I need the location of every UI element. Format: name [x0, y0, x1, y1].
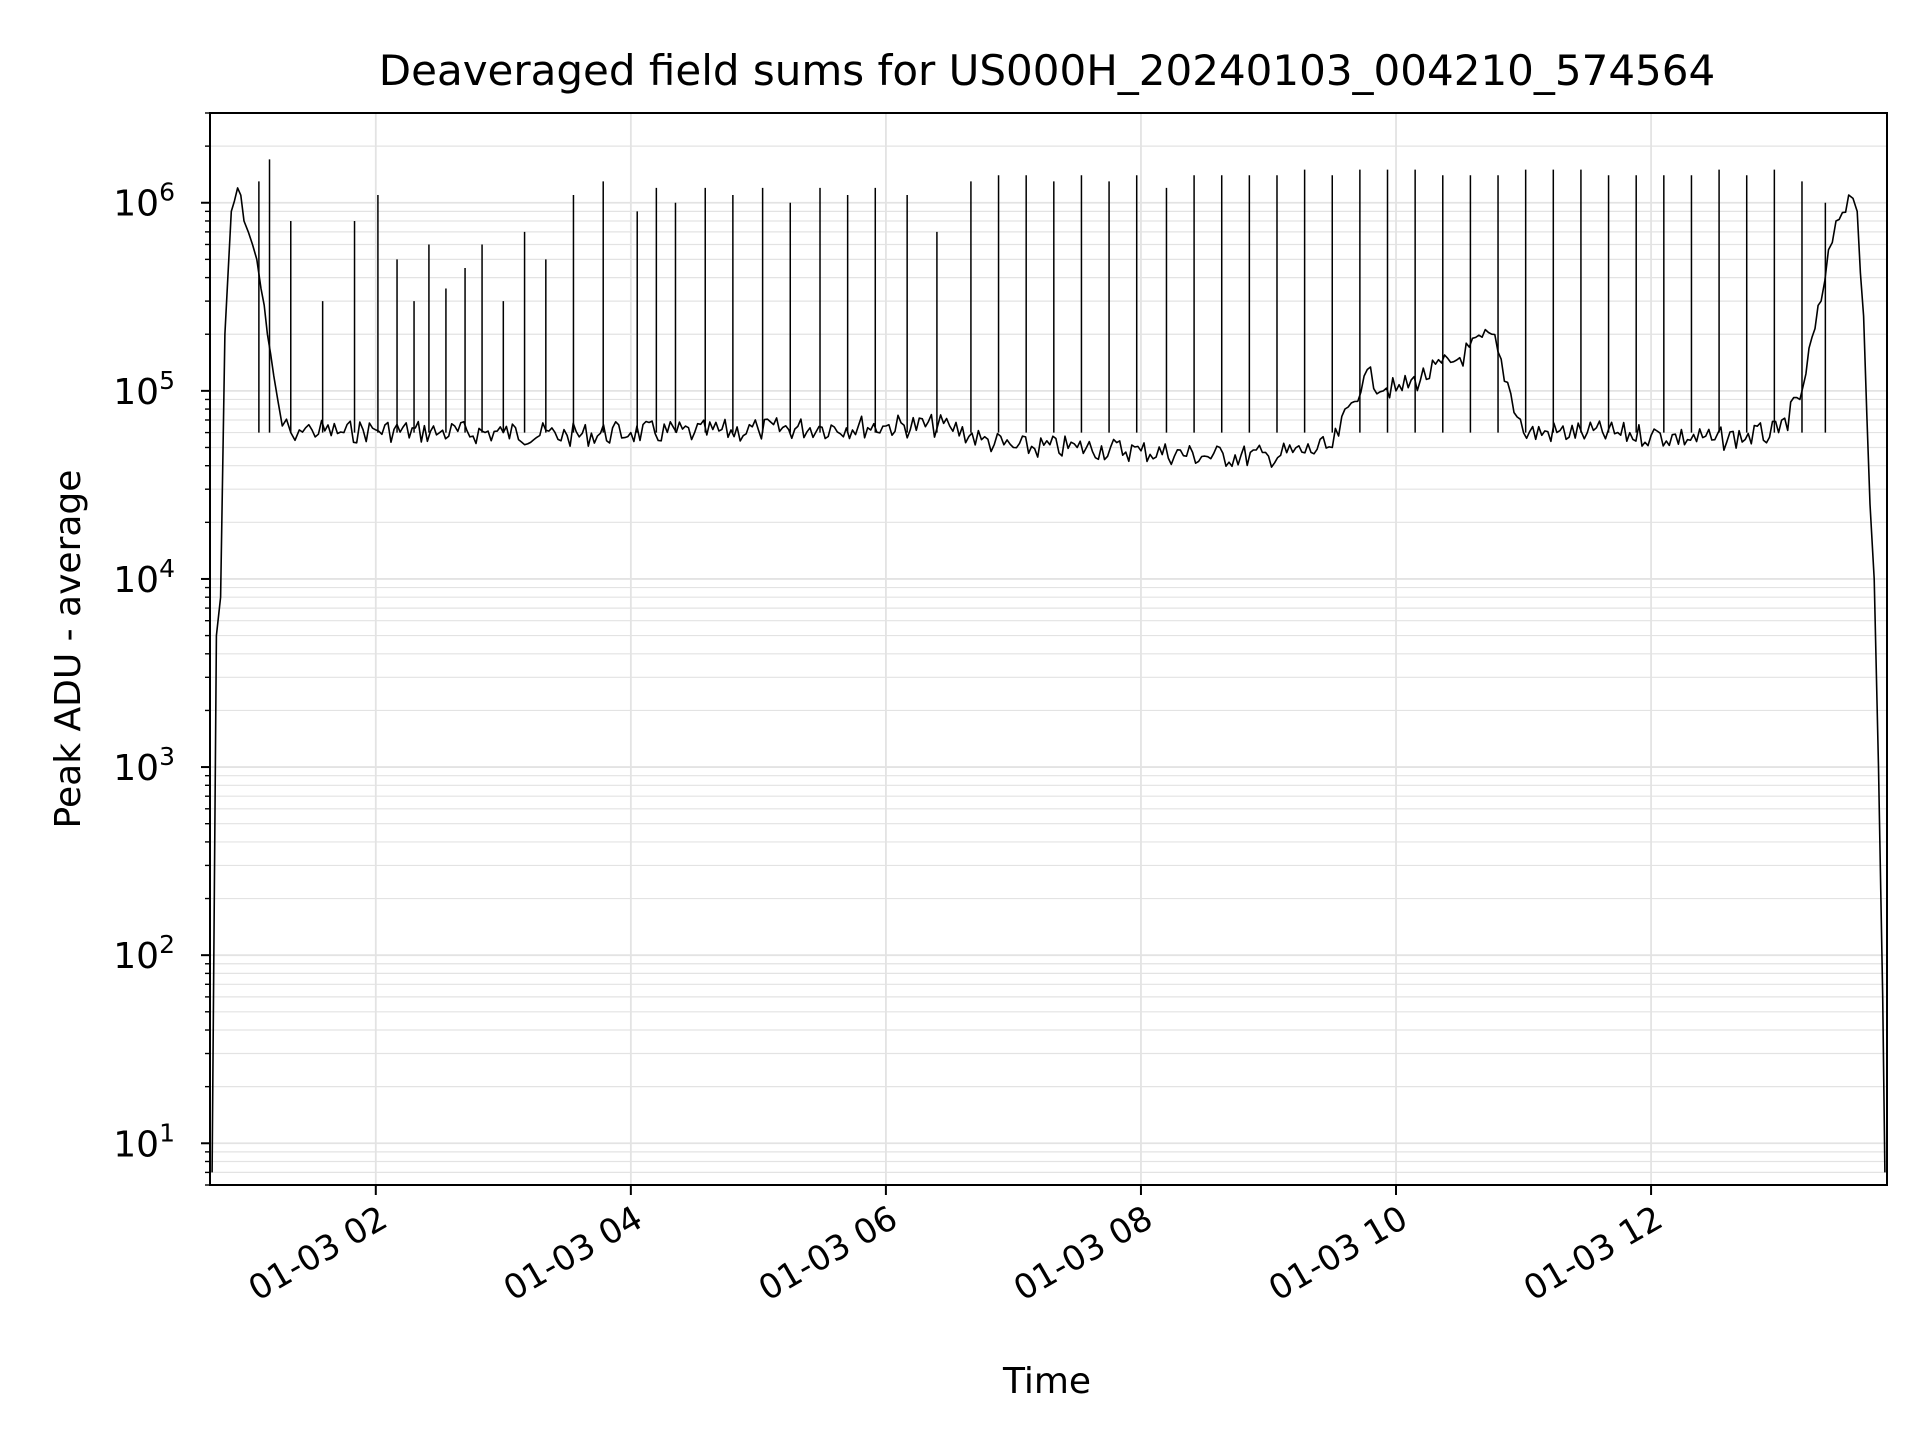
y-tick-label-base: 10: [113, 372, 159, 413]
y-tick-label-exponent: 2: [159, 930, 175, 959]
y-tick-label: 105: [113, 366, 175, 413]
y-tick-label-base: 10: [113, 184, 159, 225]
y-tick-label: 102: [113, 930, 175, 977]
y-axis-label: Peak ADU - average: [48, 470, 89, 829]
y-tick-label-exponent: 3: [159, 742, 175, 771]
y-tick-label-base: 10: [113, 1124, 159, 1165]
data-layer: [211, 159, 1886, 1173]
y-tick-label-base: 10: [113, 936, 159, 977]
y-tick-label: 101: [113, 1118, 175, 1165]
y-tick-label-exponent: 5: [159, 366, 175, 395]
series-line: [211, 187, 1886, 1173]
y-tick-label-exponent: 4: [159, 554, 175, 583]
y-tick-label-base: 10: [113, 748, 159, 789]
y-tick-label: 103: [113, 742, 175, 789]
y-tick-label-exponent: 6: [159, 178, 175, 207]
grid: [210, 112, 1887, 1186]
y-tick-label-base: 10: [113, 560, 159, 601]
x-axis-label: Time: [1002, 1361, 1091, 1402]
plot-frame: [209, 112, 1888, 1186]
y-tick-label: 104: [113, 554, 175, 601]
y-tick-label: 106: [113, 178, 175, 225]
chart-title: Deaveraged field sums for US000H_2024010…: [379, 46, 1715, 95]
y-tick-label-exponent: 1: [159, 1118, 175, 1147]
